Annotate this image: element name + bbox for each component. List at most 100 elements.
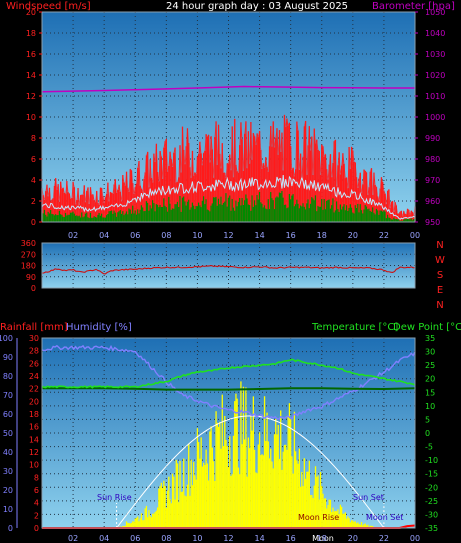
rain-tick-label: 16 bbox=[29, 423, 39, 432]
humidity-tick-label: 80 bbox=[3, 372, 13, 381]
temp-panel-frame bbox=[41, 337, 416, 529]
rain-tick-label: 12 bbox=[29, 448, 39, 457]
wind-tick-label: 4 bbox=[31, 176, 36, 185]
wind-tick-label: 12 bbox=[26, 92, 36, 101]
wind-tick-label: 0 bbox=[31, 218, 36, 227]
rain-tick-label: 4 bbox=[34, 499, 39, 508]
wind-tick-label: 8 bbox=[31, 134, 36, 143]
wind-panel-series bbox=[41, 85, 416, 222]
humidity-tick-label: 30 bbox=[3, 467, 13, 476]
baro-tick-label: 1010 bbox=[425, 92, 445, 101]
temp-tick-label: -25 bbox=[425, 497, 438, 506]
wind-axis-title: Windspeed [m/s] bbox=[6, 1, 91, 12]
compass-label: S bbox=[437, 270, 443, 281]
direction-tick-label: 90 bbox=[26, 273, 36, 282]
wind-x-tick-label: 22 bbox=[379, 231, 389, 240]
wind-direction-line bbox=[41, 265, 416, 275]
direction-tick-label: 360 bbox=[21, 239, 36, 248]
sun-rise-label: Sun Rise bbox=[97, 493, 132, 502]
wind-panel-axes: 0246810121416182095096097098099010001010… bbox=[26, 8, 446, 240]
rain-tick-label: 0 bbox=[34, 524, 39, 533]
baro-tick-label: 960 bbox=[425, 197, 440, 206]
humidity-tick-label: 90 bbox=[3, 353, 13, 362]
rain-tick-label: 24 bbox=[29, 372, 39, 381]
temp-tick-label: 25 bbox=[425, 361, 435, 370]
humidity-tick-label: 40 bbox=[3, 448, 13, 457]
wind-tick-label: 20 bbox=[26, 8, 36, 17]
wind-x-tick-label: 14 bbox=[254, 231, 264, 240]
moon-rise-label: Moon Rise bbox=[298, 513, 339, 522]
moon-set-label: Moon Set bbox=[366, 513, 403, 522]
rain-tick-label: 18 bbox=[29, 410, 39, 419]
humidity-tick-label: 70 bbox=[3, 391, 13, 400]
temp-tick-label: 20 bbox=[425, 375, 435, 384]
temp-x-tick-label: 18 bbox=[317, 534, 327, 543]
chart-title: 24 hour graph day : 03 August 2025 bbox=[166, 1, 348, 12]
temp-tick-label: -15 bbox=[425, 470, 438, 479]
baro-tick-label: 950 bbox=[425, 218, 440, 227]
wind-x-tick-label: 10 bbox=[192, 231, 202, 240]
wind-x-tick-label: 16 bbox=[286, 231, 296, 240]
direction-tick-label: 180 bbox=[21, 262, 36, 271]
rain-tick-label: 14 bbox=[29, 435, 39, 444]
wind-average-line bbox=[41, 174, 416, 220]
rain-tick-label: 30 bbox=[29, 334, 39, 343]
rain-tick-label: 6 bbox=[34, 486, 39, 495]
dewpoint-line bbox=[42, 387, 416, 391]
temp-x-tick-label: 00 bbox=[410, 534, 420, 543]
baro-tick-label: 990 bbox=[425, 134, 440, 143]
temp-tick-label: 0 bbox=[425, 429, 430, 438]
wind-gust-line bbox=[41, 114, 416, 217]
compass-label: W bbox=[435, 255, 445, 266]
rain-tick-label: 20 bbox=[29, 397, 39, 406]
wind-x-tick-label: 04 bbox=[99, 231, 109, 240]
barometer-line bbox=[41, 85, 415, 93]
compass-label: N bbox=[436, 300, 443, 311]
baro-tick-label: 1040 bbox=[425, 29, 445, 38]
humidity-axis-title: Humidity [%] bbox=[66, 322, 132, 333]
humidity-tick-label: 100 bbox=[0, 334, 13, 343]
humidity-tick-label: 50 bbox=[3, 429, 13, 438]
temperature-line bbox=[41, 358, 416, 389]
wind-x-tick-label: 18 bbox=[317, 231, 327, 240]
wind-tick-label: 16 bbox=[26, 50, 36, 59]
temp-x-tick-label: 08 bbox=[161, 534, 171, 543]
humidity-tick-label: 0 bbox=[8, 524, 13, 533]
baro-axis-title: Barometer [hpa] bbox=[372, 1, 455, 12]
humidity-tick-label: 10 bbox=[3, 505, 13, 514]
rain-tick-label: 22 bbox=[29, 385, 39, 394]
wind-x-tick-label: 06 bbox=[130, 231, 140, 240]
compass-label: E bbox=[437, 285, 443, 296]
rain-tick-label: 10 bbox=[29, 461, 39, 470]
direction-panel-background bbox=[42, 243, 415, 288]
temp-tick-label: -30 bbox=[425, 510, 438, 519]
moon-mark-label: Moon bbox=[312, 534, 334, 543]
temp-tick-label: 30 bbox=[425, 348, 435, 357]
baro-tick-label: 1050 bbox=[425, 8, 445, 17]
temp-tick-label: -20 bbox=[425, 483, 438, 492]
humidity-line bbox=[41, 344, 416, 421]
wind-x-tick-label: 08 bbox=[161, 231, 171, 240]
rain-tick-label: 8 bbox=[34, 473, 39, 482]
temp-x-tick-label: 16 bbox=[286, 534, 296, 543]
temp-tick-label: -35 bbox=[425, 524, 438, 533]
wind-tick-label: 18 bbox=[26, 29, 36, 38]
baro-tick-label: 1020 bbox=[425, 71, 445, 80]
wind-tick-label: 6 bbox=[31, 155, 36, 164]
temp-tick-label: -5 bbox=[425, 443, 433, 452]
wind-tick-label: 10 bbox=[26, 113, 36, 122]
sun-curve bbox=[116, 415, 385, 529]
sun-set-label: Sun Set bbox=[353, 493, 384, 502]
rain-axis-title: Rainfall [mm] bbox=[0, 322, 68, 333]
direction-panel-series bbox=[41, 265, 416, 275]
temp-x-tick-label: 04 bbox=[99, 534, 109, 543]
temp-x-tick-label: 22 bbox=[379, 534, 389, 543]
rain-tick-label: 2 bbox=[34, 511, 39, 520]
temp-x-tick-label: 12 bbox=[223, 534, 233, 543]
humidity-tick-label: 60 bbox=[3, 410, 13, 419]
humidity-tick-label: 20 bbox=[3, 486, 13, 495]
wind-x-tick-label: 20 bbox=[348, 231, 358, 240]
temp-x-tick-label: 20 bbox=[348, 534, 358, 543]
